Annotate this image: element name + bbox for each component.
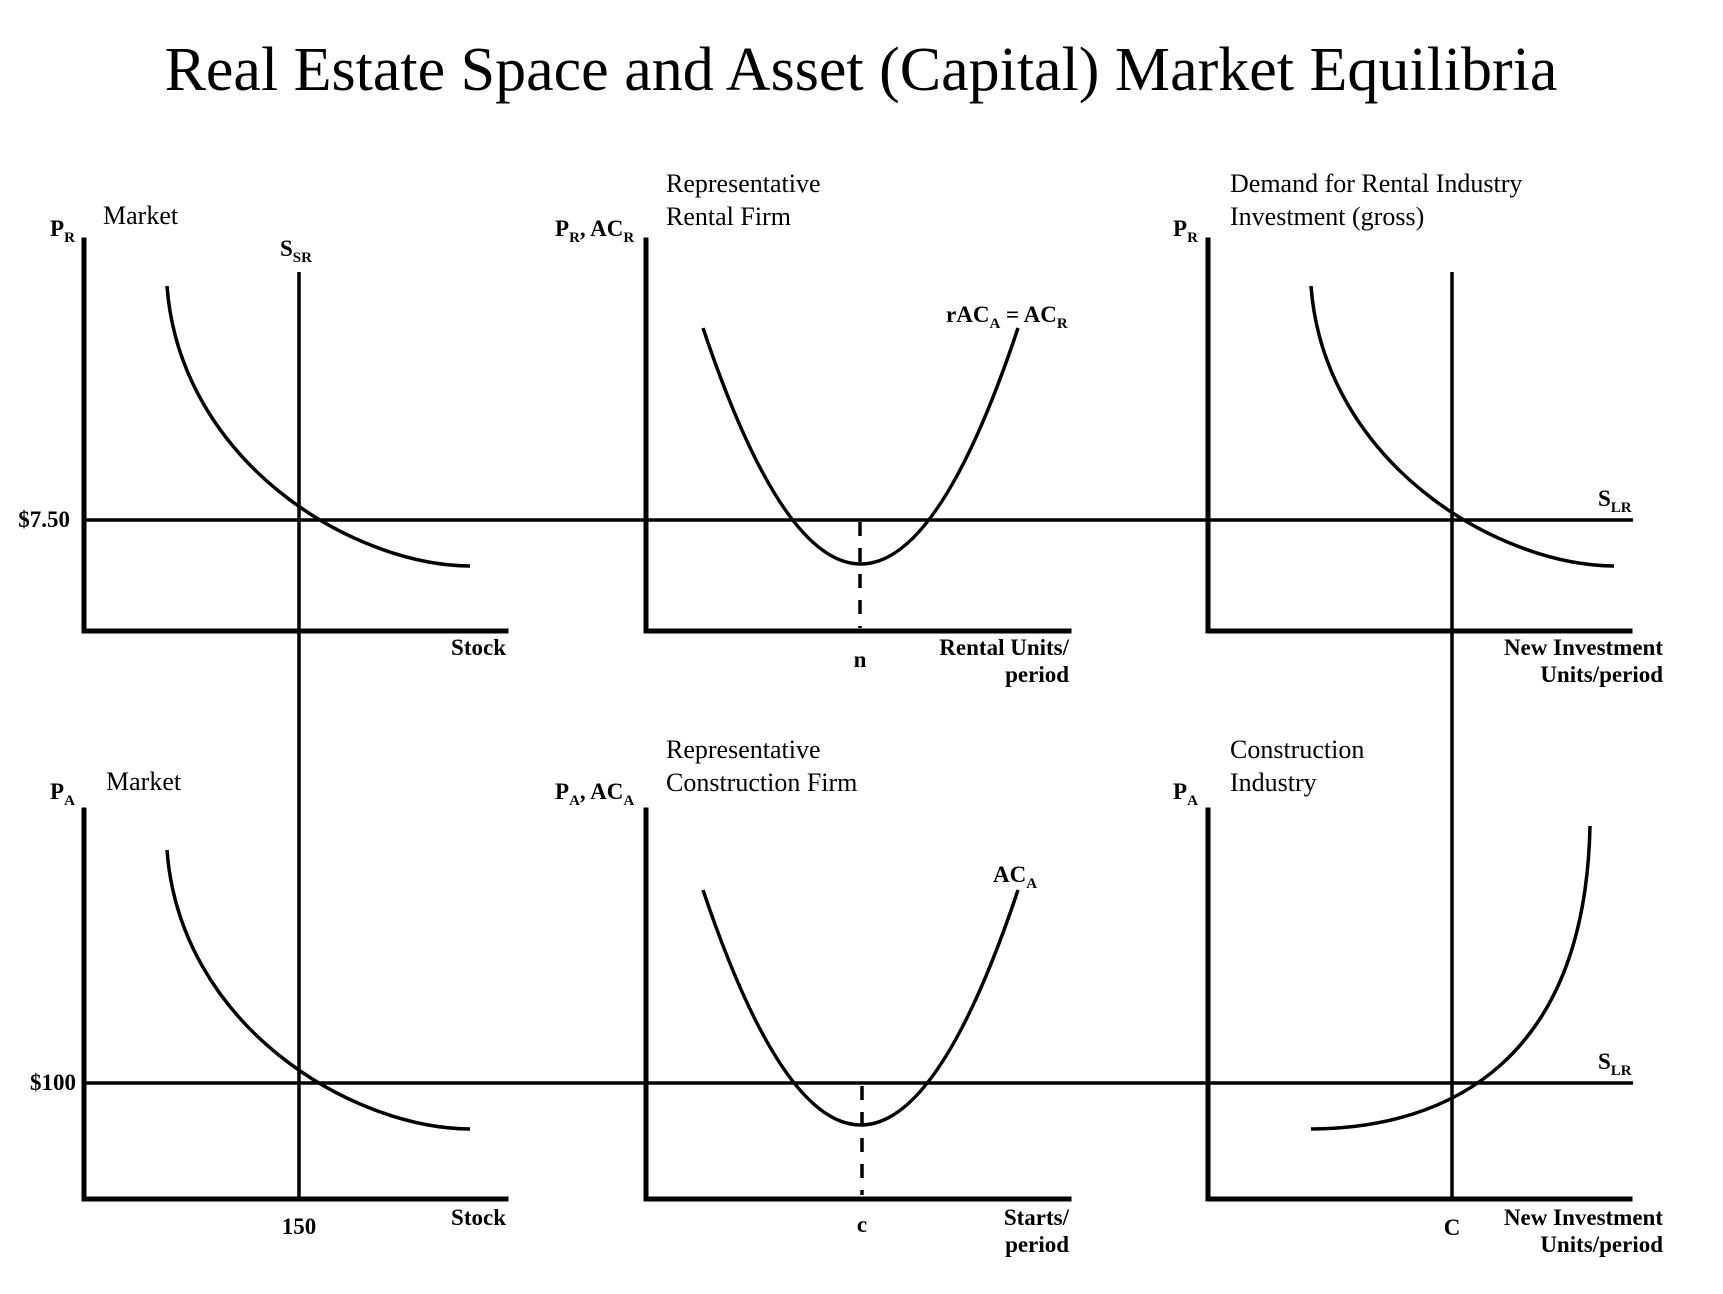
- top-market-supply-label: SSR: [280, 236, 312, 266]
- bottom-firm-label-line2: Construction Firm: [666, 768, 857, 797]
- rental-cost-curve-label: rACA = ACR: [946, 302, 1068, 332]
- bottom-firm-panel: Representative Construction Firm PA, ACA…: [555, 735, 1072, 1257]
- rental-average-cost-curve: [701, 327, 1020, 566]
- rent-price-tick: $7.50: [18, 507, 70, 532]
- top-industry-y-axis-label: PR: [1173, 216, 1198, 246]
- top-firm-label-line2: Rental Firm: [666, 202, 791, 231]
- construction-cost-curve-label: ACA: [993, 862, 1037, 892]
- asset-demand-curve: [165, 849, 471, 1131]
- bottom-industry-x-label-line1: New Investment: [1504, 1205, 1663, 1230]
- top-firm-x-label-line1: Rental Units/: [939, 635, 1069, 660]
- bottom-industry-panel: Construction Industry PA SLR C New Inves…: [1173, 735, 1663, 1257]
- page-title: Real Estate Space and Asset (Capital) Ma…: [165, 36, 1558, 104]
- bottom-market-x-label: Stock: [451, 1205, 506, 1230]
- bottom-market-panel: Market PA $100 150 Stock: [30, 767, 509, 1239]
- top-firm-label-line1: Representative: [666, 169, 821, 198]
- construction-firm-quantity-tick: c: [857, 1212, 867, 1237]
- bottom-market-y-axis-label: PA: [50, 779, 75, 809]
- top-industry-supply-label: SLR: [1598, 486, 1632, 516]
- bottom-industry-x-label-line2: Units/period: [1540, 1232, 1663, 1257]
- industry-quantity-tick: C: [1444, 1215, 1461, 1240]
- top-market-label: Market: [103, 201, 179, 230]
- construction-supply-curve: [1310, 825, 1592, 1131]
- bottom-industry-label-line2: Industry: [1230, 768, 1317, 797]
- bottom-firm-axes: [643, 807, 1072, 1202]
- top-market-x-label: Stock: [451, 635, 506, 660]
- top-firm-axes: [643, 237, 1072, 634]
- bottom-industry-axes: [1205, 807, 1633, 1202]
- top-industry-label-line2: Investment (gross): [1230, 202, 1424, 231]
- asset-price-tick: $100: [30, 1070, 76, 1095]
- top-industry-panel: Demand for Rental Industry Investment (g…: [1173, 169, 1663, 687]
- bottom-industry-supply-label: SLR: [1598, 1049, 1632, 1079]
- bottom-industry-y-axis-label: PA: [1173, 779, 1198, 809]
- top-firm-x-label-line2: period: [1005, 662, 1069, 687]
- bottom-market-axes: [81, 807, 509, 1202]
- bottom-industry-label-line1: Construction: [1230, 735, 1364, 764]
- bottom-firm-x-label-line1: Starts/: [1004, 1205, 1070, 1230]
- top-industry-x-label-line2: Units/period: [1540, 662, 1663, 687]
- rental-firm-quantity-tick: n: [854, 647, 867, 672]
- bottom-firm-x-label-line2: period: [1005, 1232, 1069, 1257]
- top-market-panel: Market PR SSR $7.50 Stock: [18, 201, 509, 660]
- top-market-axes: [81, 237, 509, 634]
- stock-quantity-tick: 150: [282, 1214, 317, 1239]
- space-demand-curve: [165, 285, 471, 568]
- top-industry-axes: [1205, 237, 1633, 634]
- top-industry-label-line1: Demand for Rental Industry: [1230, 169, 1522, 198]
- bottom-firm-label-line1: Representative: [666, 735, 821, 764]
- top-industry-x-label-line1: New Investment: [1504, 635, 1663, 660]
- investment-demand-curve: [1309, 285, 1615, 568]
- top-firm-panel: Representative Rental Firm PR, ACR rACA …: [555, 169, 1072, 687]
- bottom-firm-y-axis-label: PA, ACA: [555, 779, 634, 809]
- bottom-market-label: Market: [106, 767, 182, 796]
- top-market-y-axis-label: PR: [50, 216, 75, 246]
- top-firm-y-axis-label: PR, ACR: [555, 216, 634, 246]
